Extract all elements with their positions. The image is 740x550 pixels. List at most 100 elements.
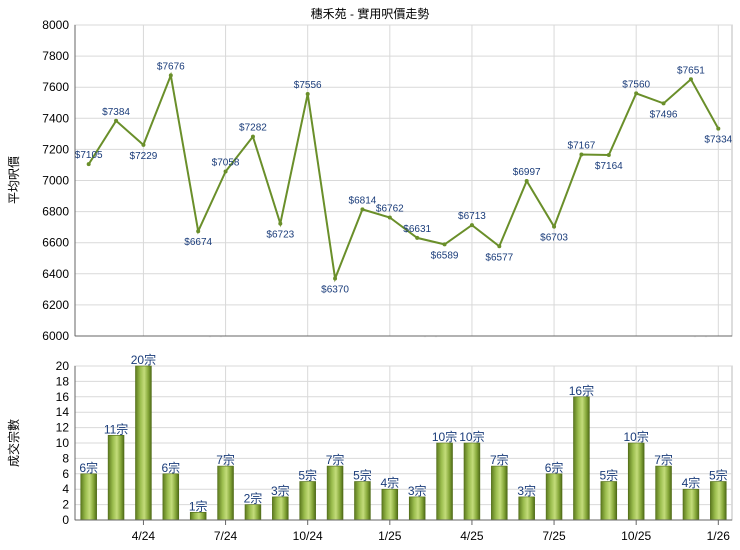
price-point-label: $6703 xyxy=(540,233,568,244)
count-bar-label: 16宗 xyxy=(569,383,594,398)
count-bar xyxy=(682,488,700,521)
price-point-label: $6589 xyxy=(431,250,459,261)
price-point xyxy=(223,169,228,174)
count-bar-label: 3宗 xyxy=(517,483,536,498)
price-ytick-label: 7000 xyxy=(42,174,69,188)
price-chart-grid xyxy=(74,24,733,337)
count-bar xyxy=(217,465,234,521)
price-ytick-label: 7400 xyxy=(42,111,69,125)
price-point xyxy=(606,152,611,157)
count-bar xyxy=(326,465,344,521)
count-bar xyxy=(545,473,563,521)
count-bar xyxy=(272,496,289,521)
price-point xyxy=(716,126,721,131)
price-point-label: $7334 xyxy=(704,135,732,146)
count-bar-label: 4宗 xyxy=(682,475,701,490)
chart-title: 穗禾苑 - 實用呎價走勢 xyxy=(311,6,430,21)
count-ytick-label: 0 xyxy=(62,513,69,527)
price-chart-ylabel: 平均呎價 xyxy=(7,156,21,204)
price-series-line xyxy=(87,71,720,283)
count-bar-label: 5宗 xyxy=(298,468,317,483)
count-bar-label: 7宗 xyxy=(654,452,673,467)
count-bar xyxy=(299,481,316,521)
price-point-label: $7556 xyxy=(294,80,322,91)
price-point-label: $6713 xyxy=(458,211,486,222)
price-ytick-label: 6200 xyxy=(42,298,69,312)
count-bar-label: 7宗 xyxy=(326,452,345,467)
count-bar-label: 5宗 xyxy=(599,468,618,483)
price-point-label: $7496 xyxy=(650,109,678,120)
count-ytick-label: 6 xyxy=(62,467,69,481)
count-chart-ylabel: 成交宗數 xyxy=(6,419,21,467)
price-point-label: $6723 xyxy=(266,230,294,241)
price-point xyxy=(196,229,201,234)
x-tick-label: 4/25 xyxy=(460,529,484,543)
x-tick-label: 1/26 xyxy=(707,529,731,543)
price-ytick-label: 6400 xyxy=(42,267,69,281)
x-tick-label: 10/24 xyxy=(293,529,323,543)
price-point xyxy=(579,152,584,157)
price-point xyxy=(634,91,639,96)
count-bar-label: 3宗 xyxy=(408,483,427,498)
price-point-label: $7164 xyxy=(595,161,623,172)
count-ytick-label: 2 xyxy=(62,498,69,512)
price-point xyxy=(86,162,91,167)
count-bar-label: 3宗 xyxy=(271,483,290,498)
count-bar-label: 2宗 xyxy=(244,491,263,506)
count-bar xyxy=(627,442,645,521)
count-ytick-label: 10 xyxy=(56,436,70,450)
count-bar xyxy=(381,488,399,521)
count-bar xyxy=(135,365,152,521)
count-bar xyxy=(518,496,535,521)
price-point-label: $7167 xyxy=(568,141,596,152)
price-point xyxy=(168,73,173,78)
count-bar xyxy=(600,481,618,521)
price-point xyxy=(688,77,693,82)
price-point xyxy=(415,235,420,240)
price-line xyxy=(86,71,721,283)
price-point xyxy=(250,134,255,139)
count-bar xyxy=(189,511,207,521)
price-ytick-label: 7200 xyxy=(42,142,69,156)
count-bar-label: 20宗 xyxy=(131,352,156,367)
x-tick-label: 7/24 xyxy=(214,529,238,543)
count-bar-label: 6宗 xyxy=(545,460,564,475)
count-bar-label: 6宗 xyxy=(161,460,180,475)
count-bar-label: 4宗 xyxy=(380,475,399,490)
price-point xyxy=(387,215,392,220)
count-ytick-label: 8 xyxy=(62,451,69,465)
count-bars xyxy=(80,365,727,521)
price-point xyxy=(552,224,557,229)
count-ytick-label: 18 xyxy=(56,374,70,388)
price-point-label: $6674 xyxy=(184,237,212,248)
price-point-label: $7229 xyxy=(130,151,158,162)
count-bar xyxy=(162,473,180,521)
price-point-label: $6577 xyxy=(485,252,513,263)
count-ytick-label: 16 xyxy=(56,390,70,404)
count-bar-label: 7宗 xyxy=(490,452,509,467)
count-bar-label: 5宗 xyxy=(709,468,728,483)
x-tick-label: 4/24 xyxy=(132,529,156,543)
price-point xyxy=(497,244,502,249)
x-tick-label: 1/25 xyxy=(378,529,402,543)
count-bar xyxy=(408,496,426,521)
count-bar-label: 10宗 xyxy=(459,429,484,444)
count-bar xyxy=(463,442,481,521)
x-tick-label: 10/25 xyxy=(621,529,651,543)
count-bar xyxy=(573,396,590,521)
count-bar-label: 5宗 xyxy=(353,468,372,483)
count-ytick-label: 12 xyxy=(56,421,70,435)
count-bar xyxy=(655,465,672,521)
axes: 6000620064006600680070007200740076007800… xyxy=(42,18,732,543)
price-ytick-label: 6600 xyxy=(42,236,69,250)
count-ytick-label: 14 xyxy=(56,405,70,419)
count-bar xyxy=(80,473,97,521)
price-point xyxy=(141,142,146,147)
price-point-label: $7105 xyxy=(75,150,103,161)
price-point-label: $7384 xyxy=(102,107,130,118)
price-ytick-label: 6000 xyxy=(42,329,69,343)
price-point-label: $7058 xyxy=(212,157,240,168)
count-chart-grid xyxy=(74,365,733,521)
